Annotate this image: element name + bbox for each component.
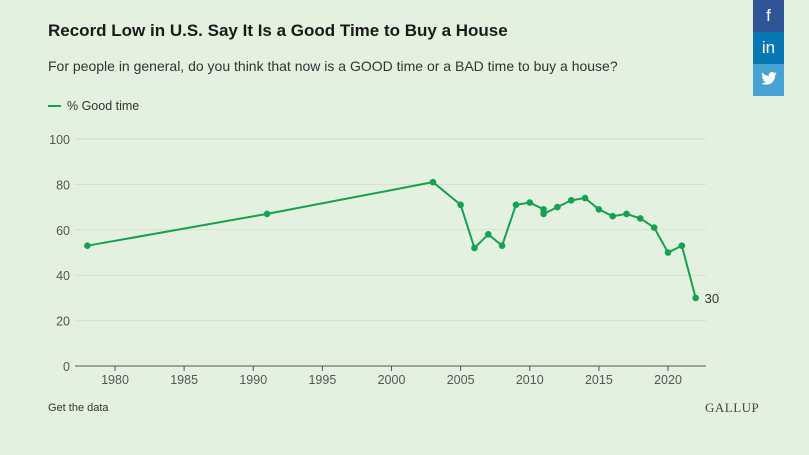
linkedin-icon: in [761,38,776,57]
data-point [595,206,603,213]
x-tick-label: 1995 [308,373,336,387]
data-point [526,199,534,206]
data-point [581,194,589,202]
chart-title: Record Low in U.S. Say It Is a Good Time… [48,21,508,40]
data-point [567,196,575,204]
y-tick-label: 60 [56,224,70,238]
y-tick-label: 100 [49,133,70,147]
data-point [471,244,478,252]
data-point [623,210,630,218]
y-tick-label: 80 [56,178,70,192]
x-tick-label: 2020 [654,373,682,387]
x-tick-label: 2005 [447,373,475,387]
legend-label: % Good time [67,99,140,113]
x-tick-label: 2000 [378,373,406,387]
facebook-share-button[interactable]: f [753,0,784,32]
data-point [457,201,464,209]
data-point [554,203,561,211]
x-tick-label: 2015 [585,373,613,387]
x-tick-label: 1990 [239,373,267,387]
gallup-logo: GALLUP [705,400,760,415]
data-point [263,210,271,218]
end-data-label: 30 [705,291,719,306]
data-point [637,215,644,222]
data-point [664,249,672,256]
data-point [540,210,547,218]
data-point [498,242,506,249]
data-point [540,206,547,213]
data-point [512,201,520,209]
data-point [650,224,658,231]
data-point [692,294,699,302]
x-tick-label: 2010 [516,373,544,387]
data-point [429,178,437,186]
x-tick-label: 1985 [170,373,198,387]
x-tick-label: 1980 [101,373,129,387]
get-data-link[interactable]: Get the data [48,402,109,414]
chart-subtitle: For people in general, do you think that… [48,58,618,74]
series-line [87,181,697,299]
y-tick-label: 40 [56,269,70,283]
data-point [678,242,686,249]
twitter-icon [760,70,777,90]
y-tick-label: 20 [56,315,70,329]
legend-swatch [48,105,61,107]
facebook-icon: f [766,6,771,25]
data-point [484,231,492,238]
data-point [609,212,616,220]
data-point [84,242,91,249]
y-tick-label: 0 [63,360,70,374]
twitter-share-button[interactable] [753,64,784,96]
linkedin-share-button[interactable]: in [753,32,784,64]
legend: % Good time [48,99,139,113]
